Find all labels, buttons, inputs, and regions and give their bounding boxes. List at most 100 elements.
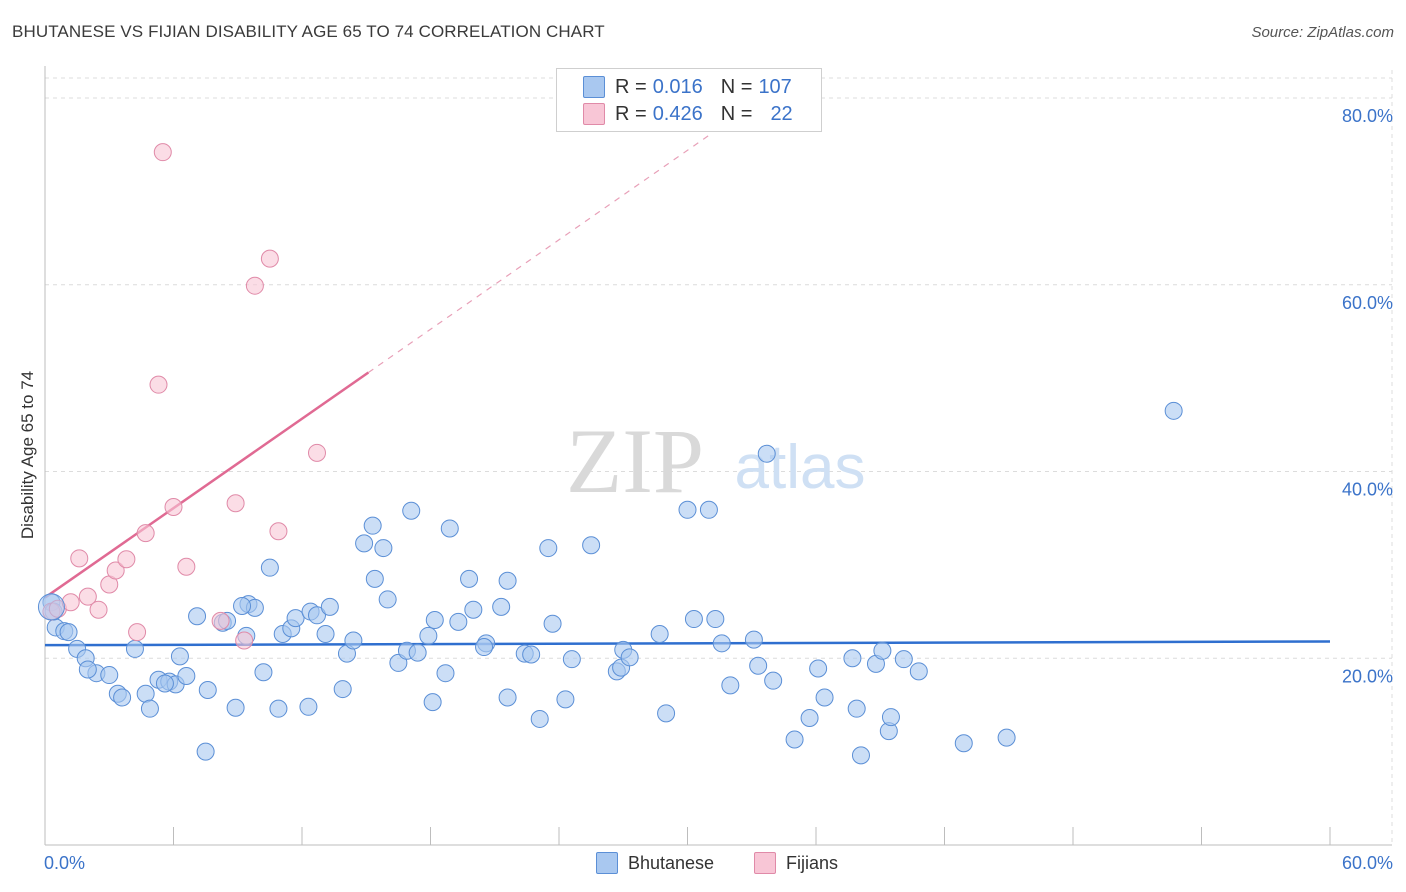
chart-title: BHUTANESE VS FIJIAN DISABILITY AGE 65 TO…: [12, 22, 605, 41]
trend-lines: [44, 134, 1331, 647]
tick-labels: 20.0% 40.0% 60.0% 80.0% 0.0% 60.0%: [44, 106, 1393, 873]
fijian-point: [269, 522, 288, 541]
fijian-point: [128, 623, 147, 642]
fijian-point: [226, 494, 245, 513]
bhutanese-point: [530, 709, 549, 728]
legend-r-label: R =: [615, 75, 647, 98]
bhutanese-point: [620, 648, 639, 667]
bhutanese-point: [316, 624, 335, 643]
fijian-point: [136, 524, 155, 543]
legend-r-label: R =: [615, 102, 647, 125]
bhutanese-point: [699, 500, 718, 519]
gridlines: [45, 70, 1393, 845]
fijian-trend-line: [44, 371, 370, 599]
bhutanese-point: [894, 650, 913, 669]
bhutanese-point: [408, 643, 427, 662]
bhutanese-point: [678, 500, 697, 519]
bhutanese-point: [113, 688, 132, 707]
bhutanese-point: [764, 671, 783, 690]
y-tick-label: 60.0%: [1342, 293, 1393, 313]
bhutanese-point: [954, 734, 973, 753]
bhutanese-point: [233, 596, 252, 615]
bhutanese-point: [378, 590, 397, 609]
legend-row-fijians: R = 0.426 N = 22: [583, 102, 811, 126]
bhutanese-point: [440, 519, 459, 538]
bhutanese-point: [706, 610, 725, 629]
bhutanese-point: [355, 534, 374, 553]
bhutanese-point: [721, 676, 740, 695]
legend-n-label: N =: [720, 102, 753, 125]
bhutanese-point: [543, 614, 562, 633]
bhutanese-point: [498, 571, 517, 590]
bhutanese-point: [492, 597, 511, 616]
bhutanese-point: [188, 607, 207, 626]
bhutanese-point: [320, 597, 339, 616]
legend-label-fijians: Fijians: [786, 852, 839, 873]
bhutanese-point: [539, 539, 558, 558]
bhutanese-point: [425, 610, 444, 629]
legend-n-label: N =: [720, 75, 753, 98]
legend-swatch-bhutanese: [583, 76, 605, 98]
bhutanese-point: [449, 612, 468, 631]
fijian-point: [106, 561, 125, 580]
bhutanese-point: [873, 641, 892, 660]
bhutanese-point: [374, 539, 393, 558]
bhutanese-point: [909, 662, 928, 681]
bhutanese-point: [650, 624, 669, 643]
source-label: Source: ZipAtlas.com: [1251, 24, 1394, 41]
bhutanese-point: [155, 674, 174, 693]
bhutanese-point: [136, 684, 155, 703]
bhutanese-point: [140, 699, 159, 718]
bhutanese-point: [286, 609, 305, 628]
fijian-point: [235, 631, 254, 650]
y-tick-label: 80.0%: [1342, 106, 1393, 126]
fijian-point: [89, 600, 108, 619]
bhutanese-point: [1164, 401, 1183, 420]
bhutanese-trend-line: [44, 640, 1331, 647]
bhutanese-point: [59, 623, 78, 642]
bottom-legend-fijians[interactable]: Fijians: [754, 852, 838, 874]
bhutanese-point: [196, 742, 215, 761]
bhutanese-point: [37, 593, 65, 621]
fijian-point: [149, 375, 168, 394]
bhutanese-point: [851, 746, 870, 765]
bhutanese-point: [657, 704, 676, 723]
correlation-legend: R = 0.016 N = 107 R = 0.426 N = 22: [556, 68, 822, 132]
x-tick-label: 0.0%: [44, 853, 85, 873]
bhutanese-point: [78, 660, 97, 679]
bhutanese-point: [299, 697, 318, 716]
bhutanese-point: [307, 606, 326, 625]
bhutanese-point: [344, 631, 363, 650]
bhutanese-point: [881, 708, 900, 727]
bhutanese-point: [749, 656, 768, 675]
watermark-zip: ZIP: [566, 410, 704, 512]
bhutanese-point: [464, 600, 483, 619]
bhutanese-point: [847, 699, 866, 718]
fijian-trend-extension: [368, 134, 710, 374]
bhutanese-point: [809, 659, 828, 678]
bhutanese-point: [562, 650, 581, 669]
bhutanese-point: [997, 728, 1016, 747]
bhutanese-point: [254, 663, 273, 682]
bhutanese-point: [365, 569, 384, 588]
bhutanese-point: [419, 626, 438, 645]
bhutanese-point: [556, 690, 575, 709]
bhutanese-point: [333, 680, 352, 699]
bhutanese-point: [125, 639, 144, 658]
fijian-point: [307, 443, 326, 462]
bhutanese-point: [177, 666, 196, 685]
fijian-point: [70, 549, 89, 568]
bhutanese-point: [269, 699, 288, 718]
bhutanese-point: [170, 647, 189, 666]
y-tick-label: 40.0%: [1342, 480, 1393, 500]
bhutanese-point: [757, 444, 776, 463]
data-points: [37, 143, 1183, 765]
bhutanese-point: [785, 730, 804, 749]
bhutanese-point: [815, 688, 834, 707]
legend-swatch-bhutanese: [596, 852, 618, 874]
y-tick-label: 20.0%: [1342, 666, 1393, 686]
bhutanese-point: [712, 634, 731, 653]
bottom-legend-bhutanese[interactable]: Bhutanese: [596, 852, 714, 874]
bhutanese-point: [423, 693, 442, 712]
